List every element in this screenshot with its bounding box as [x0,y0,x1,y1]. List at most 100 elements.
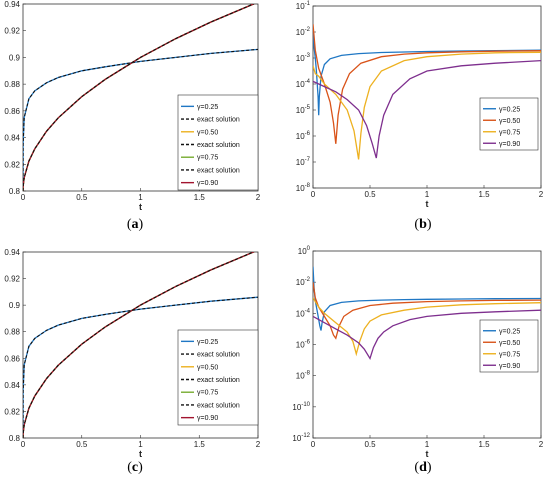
y-tick-label: 0.82 [4,407,20,416]
panel-c: 0 0.5 1 1.5 2 t 0.8 0.82 0.84 0.86 0.88 0.9 0.92 0.94… [4,248,260,475]
exact-solution-line [23,252,255,438]
series-line [313,309,541,361]
x-tick-label: 2 [539,190,544,199]
y-tick-label: 0.88 [4,328,20,337]
series-group [313,24,541,160]
legend-label: exact solution [197,142,240,149]
x-tick-label: 0.5 [364,440,376,449]
y-tick-label: 0.9 [9,53,21,62]
y-tick-label: 100 [298,246,311,256]
y-tick-label: 10-10 [292,402,310,412]
series-line [313,282,541,340]
legend-box [479,97,539,151]
y-tick-label: 0.8 [9,434,21,443]
x-axis-label: t [139,449,142,459]
legend-box [177,329,259,426]
y-tick-label: 0.94 [4,0,20,9]
series-line [313,59,541,159]
x-tick-label: 1.5 [194,193,206,202]
y-tick-label: 10-8 [296,371,311,381]
y-tick-label: 10-8 [296,183,311,193]
x-tick-label: 1.5 [478,440,490,449]
y-tick-label: 0.8 [9,187,21,196]
series-line [313,24,541,144]
y-tick-label: 10-7 [296,157,311,167]
legend: γ=0.25 γ=0.50 γ=0.75 γ=0.90 [479,319,539,373]
y-tick-label: 10-6 [296,131,311,141]
legend-label: γ=0.90 [499,141,520,148]
x-tick-label: 0.5 [364,190,376,199]
x-tick-label: 0.5 [76,440,88,449]
x-tick-label: 2 [256,440,261,449]
series-line [313,266,541,331]
x-tick-label: 0 [21,440,26,449]
panel-d: 0 0.5 1 1.5 2 t 10-12 10-10 10-8 10-6 10-4 10-2 100 γ… [292,246,543,475]
legend: γ=0.25 γ=0.50 γ=0.75 γ=0.90 [479,97,539,151]
legend-label: γ=0.75 [499,351,520,358]
legend: γ=0.25 exact solution γ=0.50 exact solution… [177,94,259,191]
y-tick-label: 10-2 [296,277,311,287]
y-tick-label: 0.84 [4,134,20,143]
legend-label: γ=0.90 [197,415,218,422]
series-line [23,48,258,191]
series-line [23,296,258,438]
x-tick-label: 2 [256,193,261,202]
axes-box [312,5,542,189]
y-tick-label: 10-1 [296,1,311,11]
y-tick-label: 10-12 [292,433,310,443]
x-tick-label: 1.5 [194,440,206,449]
exact-solution-line [23,4,255,191]
panel-caption: (c) [127,460,143,475]
y-tick-label: 0.82 [4,160,20,169]
x-tick-label: 1 [138,440,143,449]
panel-caption: (a) [127,217,144,232]
x-tick-label: 1.5 [478,190,490,199]
legend-label: γ=0.50 [499,340,520,347]
panel-caption: (d) [414,460,431,475]
panel-b: 0 0.5 1 1.5 2 t 10-8 10-7 10-6 10-5 10-4 10-3 10-2 10… [296,1,544,232]
legend-label: exact solution [197,402,240,409]
y-tick-label: 0.88 [4,80,20,89]
legend-label: γ=0.90 [499,363,520,370]
x-tick-label: 0 [311,440,316,449]
legend-label: exact solution [197,167,240,174]
series-group [313,266,541,361]
y-tick-label: 10-3 [296,53,311,63]
series-group [23,252,258,438]
legend-label: γ=0.25 [499,106,520,113]
y-tick-label: 0.86 [4,354,20,363]
legend-label: γ=0.50 [197,129,218,136]
x-tick-label: 1 [138,193,143,202]
legend-box [479,319,539,373]
series-line [313,31,541,116]
legend-label: γ=0.50 [197,364,218,371]
legend-label: exact solution [197,377,240,384]
legend-label: γ=0.25 [197,104,218,111]
y-tick-label: 0.84 [4,381,20,390]
y-tick-label: 0.94 [4,248,20,257]
y-tick-label: 0.92 [4,275,20,284]
x-tick-label: 0 [21,193,26,202]
x-axis-label: t [139,202,142,212]
series-line [313,51,541,160]
legend-box [177,94,259,191]
y-tick-label: 10-5 [296,105,311,115]
y-tick-label: 10-4 [296,308,311,318]
y-tick-label: 10-2 [296,27,311,37]
legend: γ=0.25 exact solution γ=0.50 exact solution… [177,329,259,426]
y-tick-label: 0.92 [4,27,20,36]
series-line [313,297,541,357]
legend-label: γ=0.75 [499,129,520,136]
x-axis-label: t [426,449,429,459]
legend-label: exact solution [197,117,240,124]
y-tick-label: 0.86 [4,107,20,116]
legend-label: exact solution [197,352,240,359]
x-tick-label: 0.5 [76,193,88,202]
series-group [23,4,258,191]
legend-label: γ=0.25 [197,339,218,346]
x-tick-label: 1 [425,190,430,199]
panel-caption: (b) [414,217,431,232]
x-tick-label: 0 [311,190,316,199]
x-axis-label: t [426,199,429,209]
